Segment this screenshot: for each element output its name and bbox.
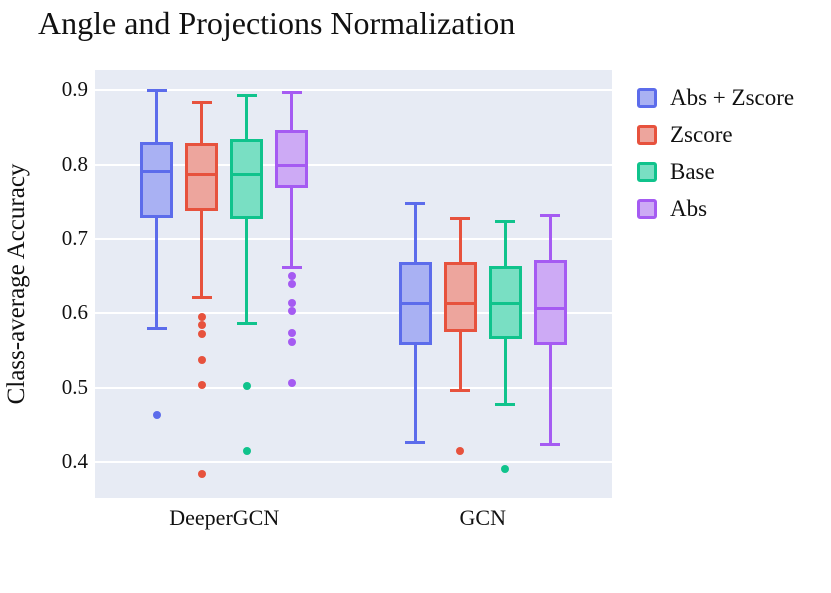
- whisker-cap: [450, 216, 471, 220]
- whisker-cap: [495, 403, 516, 407]
- boxplot-box: [275, 130, 309, 189]
- outlier-dot: [197, 356, 206, 365]
- gridline: [95, 89, 612, 92]
- legend-label: Abs: [670, 196, 708, 221]
- plot-area: [95, 70, 612, 498]
- whisker-cap: [146, 326, 167, 330]
- chart-title: Angle and Projections Normalization: [38, 5, 516, 41]
- x-category-label: GCN: [459, 505, 506, 530]
- boxplot-box: [443, 262, 477, 332]
- whisker-cap: [450, 389, 471, 393]
- outlier-dot: [501, 464, 510, 473]
- outlier-dot: [197, 330, 206, 339]
- boxplot-box: [230, 139, 264, 219]
- gridline: [95, 312, 612, 315]
- median-line: [140, 170, 174, 174]
- median-line: [398, 302, 432, 306]
- whisker-cap: [236, 93, 257, 97]
- whisker-cap: [495, 220, 516, 224]
- y-axis-label: Class-average Accuracy: [3, 163, 30, 405]
- whisker-cap: [405, 441, 426, 445]
- y-tick-label: 0.5: [61, 374, 88, 399]
- legend-label: Abs + Zscore: [670, 85, 795, 110]
- boxplot-box: [185, 142, 219, 211]
- legend-swatch: [637, 199, 657, 219]
- y-tick-label: 0.8: [61, 151, 88, 176]
- legend-swatch: [637, 125, 657, 145]
- whisker-cap: [405, 201, 426, 205]
- median-line: [443, 302, 477, 306]
- y-tick-label: 0.6: [61, 300, 88, 325]
- boxplot-box: [533, 259, 567, 345]
- outlier-dot: [242, 381, 251, 390]
- whisker-cap: [146, 89, 167, 93]
- outlier-dot: [287, 329, 296, 338]
- gridline: [95, 461, 612, 464]
- outlier-dot: [197, 313, 206, 322]
- outlier-dot: [197, 380, 206, 389]
- outlier-dot: [287, 307, 296, 316]
- outlier-dot: [197, 320, 206, 329]
- median-line: [185, 173, 219, 177]
- gridline: [95, 237, 612, 240]
- whisker-cap: [281, 90, 302, 94]
- y-tick-label: 0.9: [61, 77, 88, 102]
- outlier-dot: [287, 338, 296, 347]
- legend-swatch: [637, 88, 657, 108]
- legend-label: Base: [670, 159, 715, 184]
- outlier-dot: [287, 272, 296, 281]
- outlier-dot: [197, 470, 206, 479]
- median-line: [275, 163, 309, 167]
- outlier-dot: [287, 378, 296, 387]
- median-line: [533, 306, 567, 310]
- legend-label: Zscore: [670, 122, 733, 147]
- whisker-cap: [281, 266, 302, 270]
- gridline: [95, 163, 612, 166]
- whisker-cap: [540, 442, 561, 446]
- median-line: [230, 172, 264, 176]
- median-line: [488, 302, 522, 306]
- whisker-cap: [540, 213, 561, 217]
- outlier-dot: [456, 447, 465, 456]
- whisker-cap: [191, 295, 212, 299]
- outlier-dot: [287, 298, 296, 307]
- y-tick-label: 0.7: [61, 225, 88, 250]
- legend-swatch: [637, 162, 657, 182]
- y-tick-label: 0.4: [61, 449, 88, 474]
- boxplot-box: [140, 142, 174, 219]
- x-category-label: DeeperGCN: [169, 505, 280, 530]
- whisker-cap: [191, 101, 212, 105]
- outlier-dot: [242, 447, 251, 456]
- outlier-dot: [287, 280, 296, 289]
- outlier-dot: [152, 410, 161, 419]
- gridline: [95, 386, 612, 389]
- whisker-cap: [236, 321, 257, 325]
